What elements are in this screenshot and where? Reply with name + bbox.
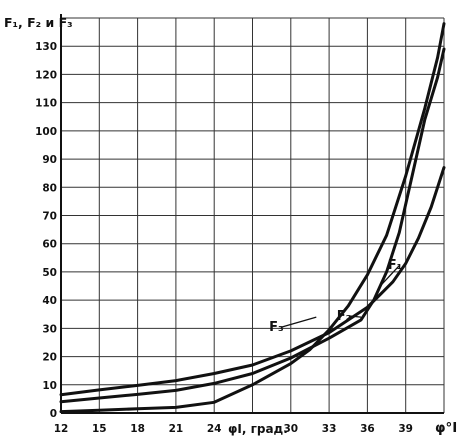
x-tick-label: 24 xyxy=(207,423,222,435)
y-tick-label: 70 xyxy=(42,211,57,223)
x-tick-label: 15 xyxy=(92,423,107,435)
y-tick-label: 90 xyxy=(42,154,57,166)
x-axis-title-inline: φI, град. xyxy=(228,422,288,436)
x-tick-label: 33 xyxy=(322,423,337,435)
series-pointer xyxy=(348,315,362,318)
y-tick-label: 80 xyxy=(42,182,57,194)
y-tick-label: 20 xyxy=(42,352,57,364)
x-tick-label: 18 xyxy=(130,423,145,435)
series-label-f1: F₁ xyxy=(388,258,403,273)
series-line-f2 xyxy=(59,47,446,404)
series-label-f3: F₃ xyxy=(269,320,284,335)
series-pointer xyxy=(379,264,401,287)
y-tick-label: 130 xyxy=(35,41,57,53)
y-tick-label: 60 xyxy=(42,239,57,251)
x-tick-label: 36 xyxy=(360,423,375,435)
x-axis-end-label: φ°I xyxy=(435,420,457,436)
series-pointer xyxy=(280,316,317,328)
series-line-f3 xyxy=(59,22,446,414)
y-axis-title: F₁, F₂ и F₃ xyxy=(4,15,73,30)
y-tick-label: 40 xyxy=(42,295,57,307)
x-tick-label: 21 xyxy=(169,423,184,435)
y-tick-label: 10 xyxy=(42,380,57,392)
x-tick-label: 12 xyxy=(54,423,69,435)
x-tick-label: 39 xyxy=(398,423,413,435)
y-tick-label: 50 xyxy=(42,267,57,279)
series-label-f2: F₂ xyxy=(337,309,352,324)
y-tick-label: 120 xyxy=(35,69,57,81)
x-tick-label: 30 xyxy=(283,423,298,435)
y-tick-label: 30 xyxy=(42,323,57,335)
y-tick-label: 110 xyxy=(35,98,57,110)
y-tick-label: 0 xyxy=(50,408,57,420)
series-line-f1 xyxy=(59,166,446,397)
y-tick-label: 100 xyxy=(35,126,57,138)
